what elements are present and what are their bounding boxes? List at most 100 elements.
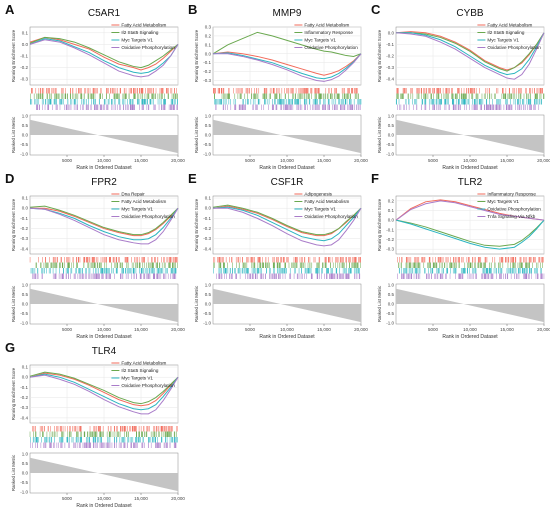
legend-entry: Oxidative Phosphorylation (121, 214, 175, 219)
panel-letter: E (188, 171, 197, 186)
x-tick-label: 20,000 (537, 327, 550, 332)
x-axis-label: Rank in Ordered Dataset (259, 165, 315, 171)
legend-entry: Il2 Stat5 Signaling (121, 30, 158, 35)
y-tick-label: -0.2 (20, 395, 28, 400)
gsea-panel-d: D FPR2 0.1 0.0 -0.1 -0.2 -0.3 -0.4 Running Enric… (5, 171, 185, 340)
y-tick-label: 0.2 (205, 33, 212, 38)
y-tick-label: 0.0 (388, 218, 395, 223)
metric-tick-label: 1.0 (388, 282, 395, 287)
x-tick-label: 5000 (62, 158, 73, 163)
legend-entry: Inflammatory Response (304, 30, 353, 35)
legend-entry: Oxidative Phosphorylation (304, 45, 358, 50)
y-tick-label: -0.2 (20, 65, 28, 70)
x-tick-label: 5000 (428, 158, 439, 163)
x-tick-label: 20,000 (171, 496, 185, 501)
gsea-panel-b: B MMP9 0.3 0.2 0.1 0.0 -0.1 -0.2 -0.3 Running Enr… (188, 2, 368, 171)
y-tick-label: -0.3 (203, 236, 211, 241)
legend-entry: Fatty Acid Metabolism (121, 199, 166, 204)
metric-tick-label: 0.5 (205, 123, 212, 128)
series-line (29, 207, 179, 245)
panel-title: TLR2 (458, 177, 483, 188)
y-tick-label: -0.1 (386, 42, 394, 47)
y-tick-label: 0.1 (22, 365, 29, 370)
metric-tick-label: -0.5 (20, 142, 28, 147)
series-line (212, 51, 362, 76)
metric-tick-label: -0.5 (203, 311, 211, 316)
panel-letter: F (371, 171, 379, 186)
x-tick-label: 10,000 (463, 158, 477, 163)
metric-tick-label: 0.5 (22, 461, 29, 466)
y-tick-label: 0.1 (205, 42, 212, 47)
metric-area-positive (30, 119, 98, 135)
y-tick-label: 0.0 (388, 30, 395, 35)
series-line (212, 52, 362, 80)
x-tick-label: 15,000 (134, 327, 148, 332)
panel-letter: G (5, 340, 15, 355)
metric-tick-label: 0.0 (205, 302, 212, 307)
series-line (395, 31, 545, 71)
metric-tick-label: 1.0 (22, 113, 29, 118)
metric-axis-label: Ranked List Metric (11, 454, 16, 491)
y-tick-label: -0.3 (203, 78, 211, 83)
series-line (213, 53, 362, 82)
y-tick-label: -0.1 (203, 60, 211, 65)
metric-tick-label: -1.0 (386, 152, 394, 157)
metric-tick-label: 0.5 (22, 292, 29, 297)
y-axis-label: Running Enrichment Score (11, 198, 16, 251)
metric-tick-label: 0.0 (388, 133, 395, 138)
y-tick-label: 0.1 (205, 196, 212, 201)
y-tick-label: 0.0 (205, 51, 212, 56)
x-tick-label: 5000 (245, 158, 256, 163)
y-tick-label: 0.0 (22, 375, 29, 380)
x-tick-label: 15,000 (317, 327, 331, 332)
x-tick-label: 5000 (245, 327, 256, 332)
gsea-panel-c: C CYBB 0.0 -0.1 -0.2 -0.3 -0.4 Running Enrichme… (371, 2, 550, 171)
panel-title: CYBB (456, 8, 484, 19)
series-line (212, 205, 362, 237)
x-tick-label: 20,000 (354, 158, 368, 163)
metric-tick-label: -1.0 (203, 321, 211, 326)
series-line (212, 206, 362, 242)
legend-entry: Myc Targets V1 (121, 376, 153, 381)
legend-entry: Oxidative Phosphorylation (487, 207, 541, 212)
legend-entry: Oxidative Phosphorylation (487, 45, 541, 50)
legend-entry: Myc Targets V1 (121, 207, 153, 212)
legend-entry: Myc Targets V1 (304, 38, 336, 43)
y-tick-label: -0.1 (20, 385, 28, 390)
y-tick-label: -0.2 (20, 226, 28, 231)
x-tick-label: 15,000 (500, 327, 514, 332)
y-axis-label: Running Enrichment Score (377, 198, 382, 251)
y-tick-label: -0.2 (203, 69, 211, 74)
x-axis-label: Rank in Ordered Dataset (442, 165, 498, 171)
legend-entry: Il2 Stat5 Signaling (487, 30, 524, 35)
y-tick-label: -0.1 (20, 216, 28, 221)
panel-title: MMP9 (273, 8, 302, 19)
legend-entry: Myc Targets V1 (304, 207, 336, 212)
x-tick-label: 20,000 (354, 327, 368, 332)
x-tick-label: 15,000 (317, 158, 331, 163)
x-tick-label: 15,000 (134, 496, 148, 501)
metric-tick-label: -1.0 (203, 152, 211, 157)
gsea-panel-f: F TLR2 0.2 0.1 0.0 -0.1 -0.2 -0.3 Running Enrich… (371, 171, 550, 340)
metric-axis-label: Ranked List Metric (377, 116, 382, 153)
metric-axis-label: Ranked List Metric (11, 285, 16, 322)
y-tick-label: -0.3 (20, 236, 28, 241)
metric-tick-label: 0.0 (22, 471, 29, 476)
metric-tick-label: -0.5 (386, 142, 394, 147)
panel-letter: D (5, 171, 14, 186)
series-line (395, 219, 545, 250)
y-axis-label: Running Enrichment Score (11, 367, 16, 420)
panel-title: C5AR1 (88, 8, 121, 19)
series-line (29, 374, 179, 415)
legend-entry: Il2 Stat5 Signaling (121, 368, 158, 373)
series-line (395, 32, 545, 80)
y-tick-label: 0.0 (22, 206, 29, 211)
y-tick-label: -0.4 (203, 246, 211, 251)
x-axis-label: Rank in Ordered Dataset (442, 334, 498, 340)
legend-entry: Tnfa Signaling Via Nfkb (487, 214, 535, 219)
metric-tick-label: -1.0 (386, 321, 394, 326)
series-line (395, 219, 545, 247)
series-line (29, 372, 179, 407)
metric-tick-label: 0.0 (388, 302, 395, 307)
series-line (30, 207, 179, 237)
